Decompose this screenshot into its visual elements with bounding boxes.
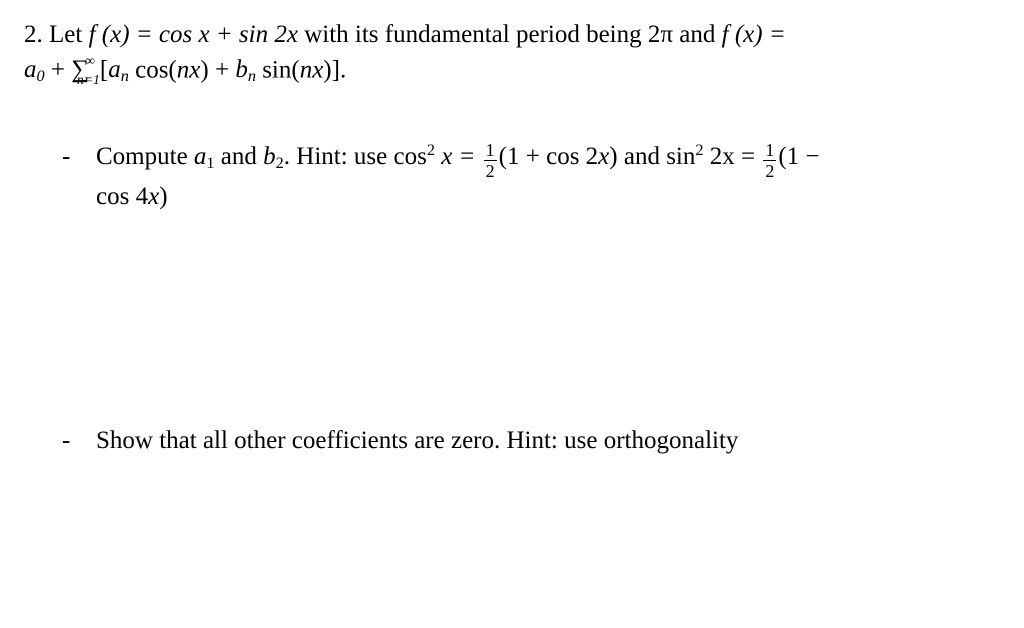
sum-bn: bn xyxy=(235,56,256,83)
x2: x xyxy=(148,183,159,210)
half-2: 12 xyxy=(763,141,776,180)
x-eq: x = xyxy=(435,143,482,170)
half-1: 12 xyxy=(484,141,497,180)
sum-symbol: ∑ xyxy=(71,53,89,87)
two-x: 2x = xyxy=(704,143,762,170)
sum-open: [ xyxy=(100,56,108,83)
sq2: 2 xyxy=(695,141,703,159)
line2-cos: cos 4 xyxy=(96,183,148,210)
page: 2. Let f (x) = cos x + sin 2x with its f… xyxy=(0,0,1024,458)
paren2: (1 − xyxy=(778,143,819,170)
a0: a0 xyxy=(24,56,45,83)
stmt-post: and xyxy=(673,21,722,48)
paren1-close: ) and sin xyxy=(609,143,695,170)
sum-cos: cos(nx) + xyxy=(129,56,235,83)
b1-and: and xyxy=(215,143,264,170)
sq1: 2 xyxy=(427,141,435,159)
fx-eq: f (x) = xyxy=(722,21,786,48)
pi-symbol: π xyxy=(660,21,673,48)
b2-text: Show that all other coefficients are zer… xyxy=(96,427,738,454)
b2: b2 xyxy=(263,143,284,170)
fx-def: f (x) = cos x + sin 2x xyxy=(89,21,298,48)
bullet-dash: - xyxy=(62,140,96,215)
stmt-mid: with its fundamental period being 2 xyxy=(298,21,660,48)
bullet-1-body: Compute a1 and b2. Hint: use cos2 x = 12… xyxy=(96,140,1000,215)
stmt-pre: Let xyxy=(49,21,89,48)
x1: x xyxy=(598,143,609,170)
bullet-dash: - xyxy=(62,424,96,458)
bullet-1: - Compute a1 and b2. Hint: use cos2 x = … xyxy=(24,140,1000,215)
problem-statement: 2. Let f (x) = cos x + sin 2x with its f… xyxy=(24,18,1000,90)
bullet-2-body: Show that all other coefficients are zer… xyxy=(96,424,1000,458)
paren1: (1 + cos 2 xyxy=(499,143,599,170)
a1: a1 xyxy=(194,143,215,170)
plus: + xyxy=(45,56,72,83)
b1-hint: . Hint: use cos xyxy=(284,143,427,170)
problem-number: 2. xyxy=(24,21,43,48)
sum-sin: sin(nx)]. xyxy=(256,56,346,83)
bullet-2: - Show that all other coefficients are z… xyxy=(24,424,1000,458)
line2-close: ) xyxy=(159,183,167,210)
sum-an: an xyxy=(108,56,129,83)
b1-pre: Compute xyxy=(96,143,194,170)
